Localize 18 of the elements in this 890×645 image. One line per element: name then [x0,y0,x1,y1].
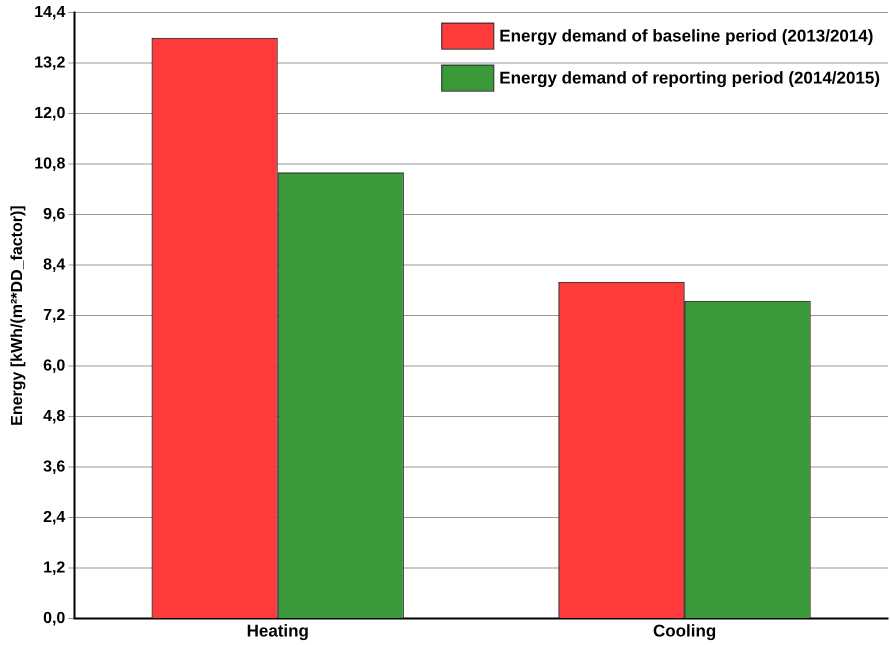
y-tick-label: 3,6 [43,458,66,476]
y-tick-label: 2,4 [43,509,66,526]
legend-label: Energy demand of baseline period (2013/2014) [499,26,874,46]
y-tick-label: 14,4 [34,4,66,22]
y-tick-label: 6,0 [43,358,66,375]
y-axis-title: Energy [kWh/(m²*DD_factor)] [9,205,26,426]
y-tick-label: 0,0 [43,610,66,628]
y-tick-label: 1,2 [43,560,66,577]
y-tick-label: 4,8 [43,408,66,426]
y-tick-label: 13,2 [34,54,66,72]
x-tick-label: Heating [246,621,309,640]
legend-label: Energy demand of reporting period (2014/2015) [499,68,880,88]
x-tick-label: Cooling [652,621,716,640]
y-tick-label: 12,0 [34,105,66,122]
y-tick-label: 10,8 [34,156,66,173]
y-tick-label: 8,4 [43,256,66,274]
y-tick-label: 7,2 [43,307,66,324]
y-tick-label: 9,6 [43,206,66,224]
